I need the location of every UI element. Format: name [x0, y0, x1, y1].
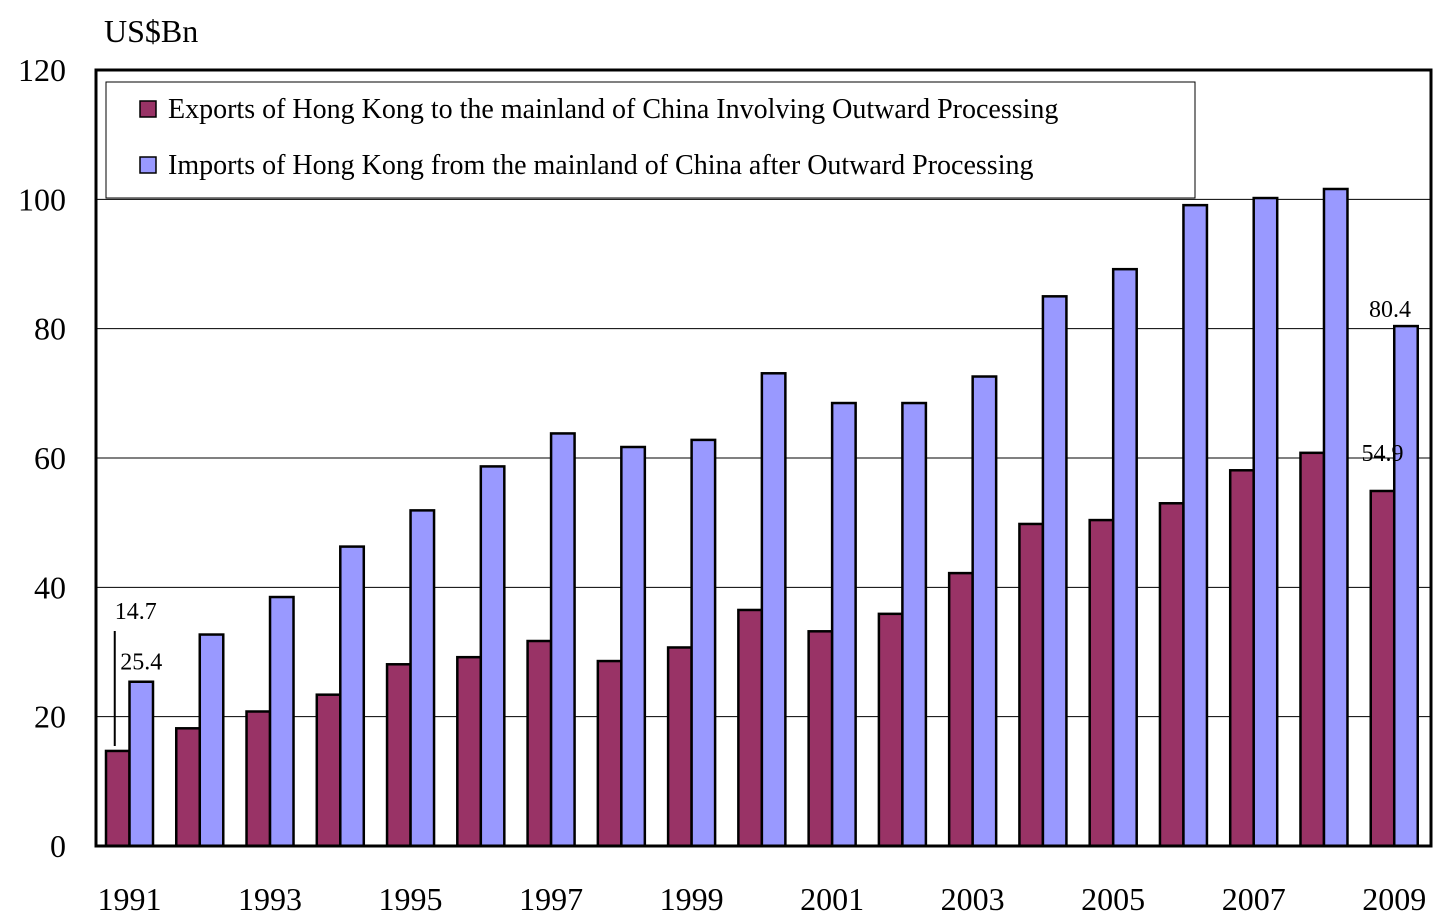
- bar-exports: [1369, 489, 1396, 848]
- x-tick-label: 1997: [519, 881, 583, 917]
- y-tick-label: 120: [18, 52, 66, 88]
- x-tick-label: 1995: [379, 881, 443, 917]
- bar-imports: [1392, 324, 1419, 848]
- y-axis-tick-labels: 0 20 40 60 80 100 120: [18, 52, 66, 864]
- bar-exports: [315, 693, 342, 848]
- x-tick-label: 1991: [98, 881, 162, 917]
- bar-imports: [268, 595, 295, 848]
- bar-imports: [479, 465, 506, 848]
- bar-exports: [947, 571, 974, 848]
- y-tick-label: 40: [34, 569, 66, 605]
- x-tick-label: 2009: [1362, 881, 1426, 917]
- bar-exports: [1018, 522, 1045, 848]
- y-tick-label: 100: [18, 181, 66, 217]
- bar-imports: [1041, 295, 1068, 848]
- legend-label-exports: Exports of Hong Kong to the mainland of …: [168, 94, 1058, 125]
- plot-area-frame: [94, 68, 1433, 848]
- y-axis-unit-label: US$Bn: [104, 13, 198, 49]
- x-tick-label: 2001: [800, 881, 864, 917]
- bar-imports: [409, 509, 436, 848]
- data-label: 14.7: [115, 599, 157, 625]
- bar-exports: [456, 655, 483, 848]
- bar-imports: [971, 375, 998, 848]
- bar-exports: [385, 663, 412, 848]
- x-tick-label: 2005: [1081, 881, 1145, 917]
- bar-exports: [737, 608, 764, 848]
- bar-imports: [1252, 196, 1279, 848]
- x-tick-label: 2003: [941, 881, 1005, 917]
- data-label: 80.4: [1369, 297, 1411, 323]
- bar-exports: [666, 646, 693, 848]
- bars: [104, 187, 1419, 848]
- x-tick-label: 1999: [660, 881, 724, 917]
- bar-imports: [1111, 267, 1138, 848]
- bar-exports: [877, 612, 904, 848]
- legend-swatch-exports: [139, 100, 157, 118]
- bar-imports: [1322, 187, 1349, 848]
- bar-exports: [526, 639, 553, 848]
- data-label: 25.4: [120, 650, 162, 676]
- legend-label-imports: Imports of Hong Kong from the mainland o…: [168, 150, 1033, 181]
- bar-exports: [1088, 518, 1115, 848]
- bar-imports: [830, 401, 857, 848]
- y-tick-label: 20: [34, 699, 66, 735]
- bar-imports: [128, 680, 155, 848]
- x-axis-tick-labels: 1991 1993 1995 1997 1999 2001 2003 2005 2007 2009: [98, 881, 1427, 917]
- bar-imports: [339, 545, 366, 848]
- y-tick-label: 0: [50, 828, 66, 864]
- bar-exports: [245, 710, 272, 848]
- bar-exports: [1158, 502, 1185, 848]
- bar-exports: [807, 630, 834, 848]
- x-tick-label: 2007: [1222, 881, 1286, 917]
- bar-exports: [104, 749, 131, 848]
- data-labels: 14.7 25.4 54.9 80.4: [113, 297, 1411, 746]
- data-label: 54.9: [1361, 441, 1403, 467]
- legend-box: [105, 81, 1196, 199]
- x-tick-label: 1993: [238, 881, 302, 917]
- bar-imports: [760, 372, 787, 848]
- bar-imports: [198, 633, 225, 848]
- bar-imports: [690, 438, 717, 848]
- bar-imports: [549, 432, 576, 848]
- bar-exports: [1228, 469, 1255, 848]
- bar-imports: [1182, 203, 1209, 848]
- bar-exports: [1299, 451, 1326, 848]
- legend: Exports of Hong Kong to the mainland of …: [105, 81, 1196, 199]
- bar-exports: [596, 659, 623, 848]
- legend-swatch-imports: [139, 156, 157, 174]
- y-tick-label: 80: [34, 311, 66, 347]
- bar-exports: [175, 727, 202, 848]
- y-tick-label: 60: [34, 440, 66, 476]
- bar-imports: [620, 445, 647, 848]
- bar-imports: [901, 401, 928, 848]
